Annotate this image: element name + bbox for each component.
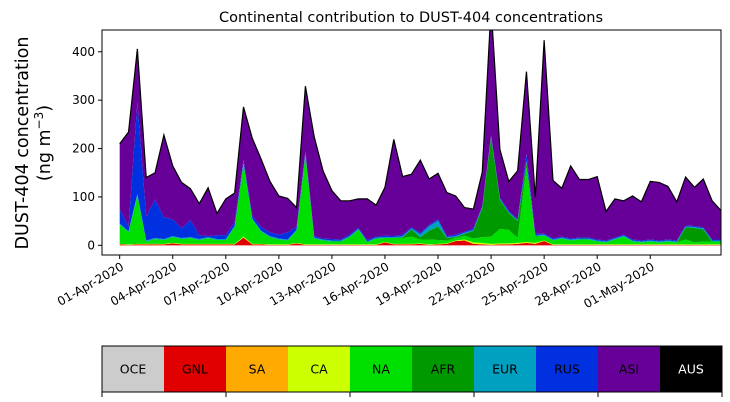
legend-label-na: NA bbox=[372, 362, 390, 377]
legend-swatch-aus bbox=[660, 346, 722, 392]
legend-swatch-oce bbox=[102, 346, 164, 392]
y-tick-label: 300 bbox=[72, 93, 95, 107]
legend-swatch-sa bbox=[226, 346, 288, 392]
series-area-layer bbox=[119, 30, 721, 246]
legend-swatch-eur bbox=[474, 346, 536, 392]
y-axis-label: DUST-404 concentration (ng m−3) bbox=[13, 37, 55, 250]
y-tick-label: 0 bbox=[87, 238, 95, 252]
legend-label-gnl: GNL bbox=[182, 362, 208, 377]
y-axis-label-line1: DUST-404 concentration bbox=[13, 37, 33, 250]
legend-frame bbox=[101, 345, 723, 393]
area-series-gnl bbox=[119, 237, 721, 246]
area-series-asi bbox=[119, 30, 721, 241]
y-tick-label: 100 bbox=[72, 190, 95, 204]
legend: OCE GNL SA CA NA AFR EUR RUS ASI AUS bbox=[101, 345, 723, 397]
area-series-rus bbox=[119, 102, 721, 242]
y-axis-label-line2: (ng m−3) bbox=[32, 105, 55, 181]
legend-swatch-ca bbox=[288, 346, 350, 392]
legend-label-asi: ASI bbox=[619, 362, 639, 377]
legend-swatch-na bbox=[350, 346, 412, 392]
legend-label-ca: CA bbox=[310, 362, 328, 377]
total-outline-line bbox=[119, 30, 721, 215]
legend-swatch-gnl bbox=[164, 346, 226, 392]
y-axis-label-unit-prefix: (ng m bbox=[35, 129, 55, 181]
legend-swatch-asi bbox=[598, 346, 660, 392]
legend-label-rus: RUS bbox=[554, 362, 580, 377]
y-axis-label-unit-suffix: ) bbox=[35, 105, 55, 112]
y-tick-label: 400 bbox=[72, 45, 95, 59]
area-series-ca bbox=[119, 236, 721, 245]
legend-label-aus: AUS bbox=[678, 362, 704, 377]
chart-title: Continental contribution to DUST-404 con… bbox=[219, 10, 603, 26]
legend-swatch-rus bbox=[536, 346, 598, 392]
legend-label-oce: OCE bbox=[120, 362, 147, 377]
legend-label-sa: SA bbox=[249, 362, 266, 377]
plot-frame bbox=[101, 29, 722, 256]
y-tick-label: 200 bbox=[72, 142, 95, 156]
legend-label-eur: EUR bbox=[492, 362, 518, 377]
y-axis-label-unit-sup: −3 bbox=[32, 112, 46, 130]
legend-label-afr: AFR bbox=[431, 362, 456, 377]
area-series-na bbox=[119, 154, 721, 245]
legend-swatch-afr bbox=[412, 346, 474, 392]
